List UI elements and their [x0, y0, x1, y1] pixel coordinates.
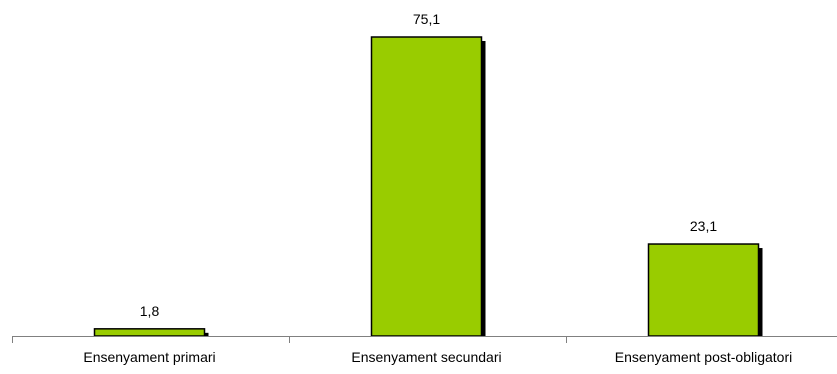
x-axis-tick-labels: Ensenyament primari Ensenyament secundari…	[83, 349, 792, 365]
x-tick-label: Ensenyament secundari	[351, 349, 501, 365]
value-labels: 1,8 75,1 23,1	[140, 11, 718, 319]
x-tick-label: Ensenyament primari	[83, 349, 215, 365]
x-tick-label: Ensenyament post-obligatori	[615, 349, 792, 365]
bar	[93, 328, 206, 337]
bar	[647, 243, 760, 337]
bar-value-label: 23,1	[690, 218, 717, 234]
bars	[93, 36, 760, 337]
bar-value-label: 1,8	[140, 303, 160, 319]
bar-value-label: 75,1	[413, 11, 440, 27]
x-axis-ticks	[12, 336, 567, 343]
bar	[370, 36, 483, 337]
